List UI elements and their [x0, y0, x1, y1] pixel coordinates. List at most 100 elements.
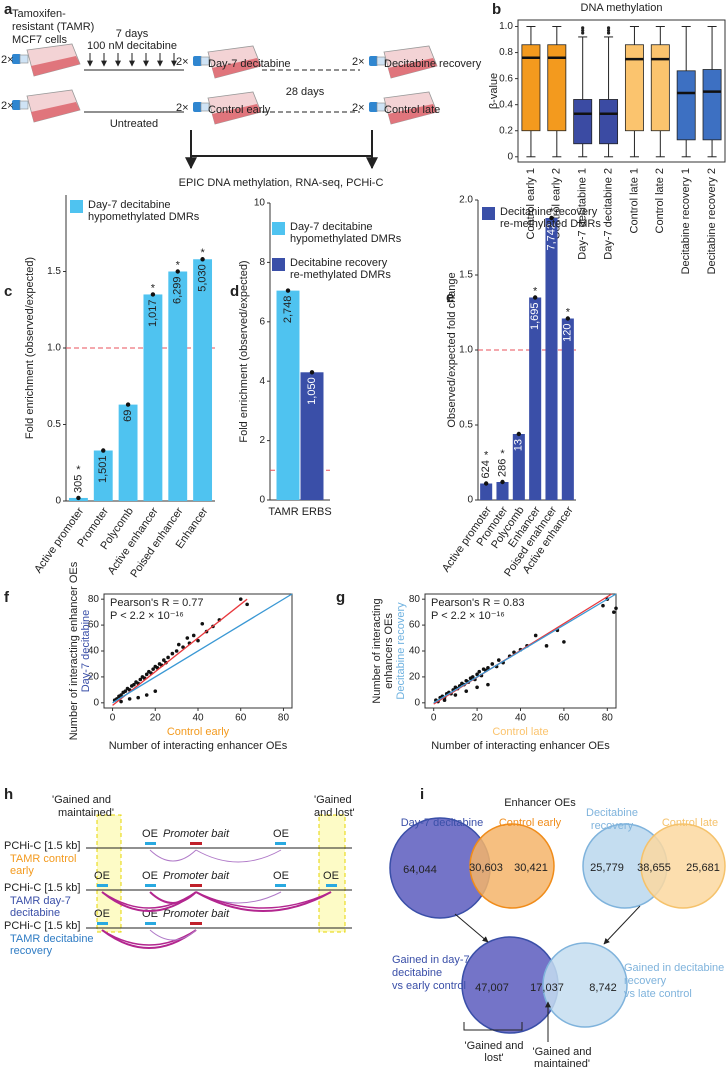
- bar: [118, 404, 138, 501]
- point: [132, 682, 136, 687]
- track-sample: early: [10, 865, 34, 877]
- set-label: Day-7 decitabine: [401, 817, 484, 829]
- y-tick-label: 0.2: [499, 125, 513, 136]
- point: [614, 606, 618, 611]
- treatment: 100 nM decitabine: [87, 40, 177, 52]
- count: 30,421: [514, 862, 548, 874]
- replicate-dot: [125, 402, 131, 407]
- y-tick-label: 0.8: [499, 47, 513, 58]
- bar: [143, 294, 163, 501]
- point: [119, 693, 123, 697]
- legend-label: re-methylated DMRs: [290, 269, 391, 281]
- y-tick-label: 0: [507, 151, 513, 162]
- set-label: Gained in day-7: [392, 954, 470, 966]
- track-label: PCHi-C [1.5 kb]: [4, 840, 80, 852]
- replicate-dot: [549, 215, 554, 221]
- point: [144, 693, 149, 697]
- point: [138, 677, 143, 682]
- x-tick-label: 20: [150, 713, 162, 724]
- y-axis-title: Day-7 decitabine: [80, 610, 92, 693]
- x-axis-title: Number of interacting enhancer OEs: [431, 740, 610, 752]
- significance: *: [500, 448, 505, 460]
- panel-label: a: [4, 1, 13, 18]
- count-label: 1,501: [97, 456, 109, 484]
- count-label: 1,017: [147, 299, 159, 327]
- y-axis-title: Number of interacting enhancer OEs: [68, 561, 80, 740]
- annotation: P < 2.2 × 10⁻¹⁶: [110, 610, 184, 622]
- x-tick-label: TAMR ERBS: [268, 506, 331, 518]
- replicate-dot: [285, 288, 291, 293]
- outlier: [581, 31, 585, 35]
- y-tick-label: 60: [88, 620, 100, 631]
- panel-labels: a b c d e f g h i: [4, 1, 501, 803]
- y-tick-label: 1.0: [47, 343, 61, 354]
- significance: *: [549, 206, 554, 218]
- significance: *: [176, 259, 181, 271]
- oe-label: OE: [273, 828, 289, 840]
- panel-a: Tamoxifen- resistant (TAMR) MCF7 cells 7…: [1, 8, 482, 189]
- outlier: [581, 26, 585, 30]
- promoter-label: Promoter bait: [163, 908, 230, 920]
- legend-swatch: [272, 222, 285, 235]
- y-tick-label: 40: [88, 646, 100, 657]
- oe-label: OE: [94, 908, 110, 920]
- box: [599, 99, 619, 145]
- box: [676, 70, 696, 141]
- promoter-label: Promoter bait: [163, 870, 230, 882]
- x-tick-label: Day-7 decitabine 2: [602, 168, 614, 260]
- y-axis-title: Decitabine recovery: [395, 602, 407, 700]
- y-tick-label: 8: [259, 257, 265, 268]
- y-tick-label: 0.5: [459, 420, 473, 431]
- header: maintained': [58, 807, 114, 819]
- x-tick-label: 20: [472, 713, 484, 724]
- count-label: 6,299: [172, 277, 184, 305]
- point: [181, 645, 185, 649]
- set-label: Control early: [499, 817, 562, 829]
- legend-label: re-methylated DMRs: [500, 218, 601, 230]
- x-tick-label: 60: [558, 713, 570, 724]
- highlight-box: [318, 814, 346, 933]
- flask: [12, 89, 81, 123]
- replicate: 2×: [176, 56, 189, 68]
- legend-label: Decitanine recovery: [500, 206, 598, 218]
- count-label: 13: [513, 439, 525, 451]
- y-tick-label: 20: [409, 672, 421, 683]
- y-tick-label: 6: [259, 316, 265, 327]
- y-tick-label: 4: [259, 376, 265, 387]
- replicate-dot: [76, 495, 81, 501]
- point: [200, 621, 205, 626]
- count: 38,655: [637, 862, 671, 874]
- y-tick-label: 0: [55, 496, 61, 507]
- bar: [561, 318, 574, 500]
- box: [573, 99, 593, 145]
- count-label: 7,742: [545, 223, 557, 251]
- track-sample: decitabine: [10, 907, 60, 919]
- fit-line: [112, 598, 248, 706]
- x-tick-label: Decitabine recovery 2: [706, 168, 718, 274]
- point: [477, 669, 482, 674]
- count: 25,681: [686, 862, 720, 874]
- point: [153, 689, 158, 693]
- bar: [545, 218, 558, 500]
- legend-swatch: [482, 207, 495, 220]
- y-tick-label: 1.0: [499, 21, 513, 32]
- set-label: vs early control: [392, 980, 466, 992]
- venn-title: Enhancer OEs: [504, 797, 576, 809]
- oe-label: OE: [323, 870, 339, 882]
- set-label: recovery: [591, 820, 634, 832]
- outlier: [606, 31, 611, 35]
- count-label: 69: [122, 410, 134, 422]
- bar: [529, 297, 542, 500]
- count-label: 1,695: [529, 303, 541, 331]
- y-tick-label: 0: [259, 495, 265, 506]
- bar: [168, 271, 188, 501]
- annotation: Pearson's R = 0.83: [431, 597, 525, 609]
- fit-line: [112, 593, 293, 704]
- replicate-dot: [483, 481, 489, 486]
- x-tick-label: Control early 1: [525, 168, 537, 240]
- x-tick-label: 80: [602, 713, 614, 724]
- replicate-dot: [150, 292, 156, 297]
- note: 'Gained and: [465, 1040, 524, 1052]
- count-label: 305: [72, 475, 84, 493]
